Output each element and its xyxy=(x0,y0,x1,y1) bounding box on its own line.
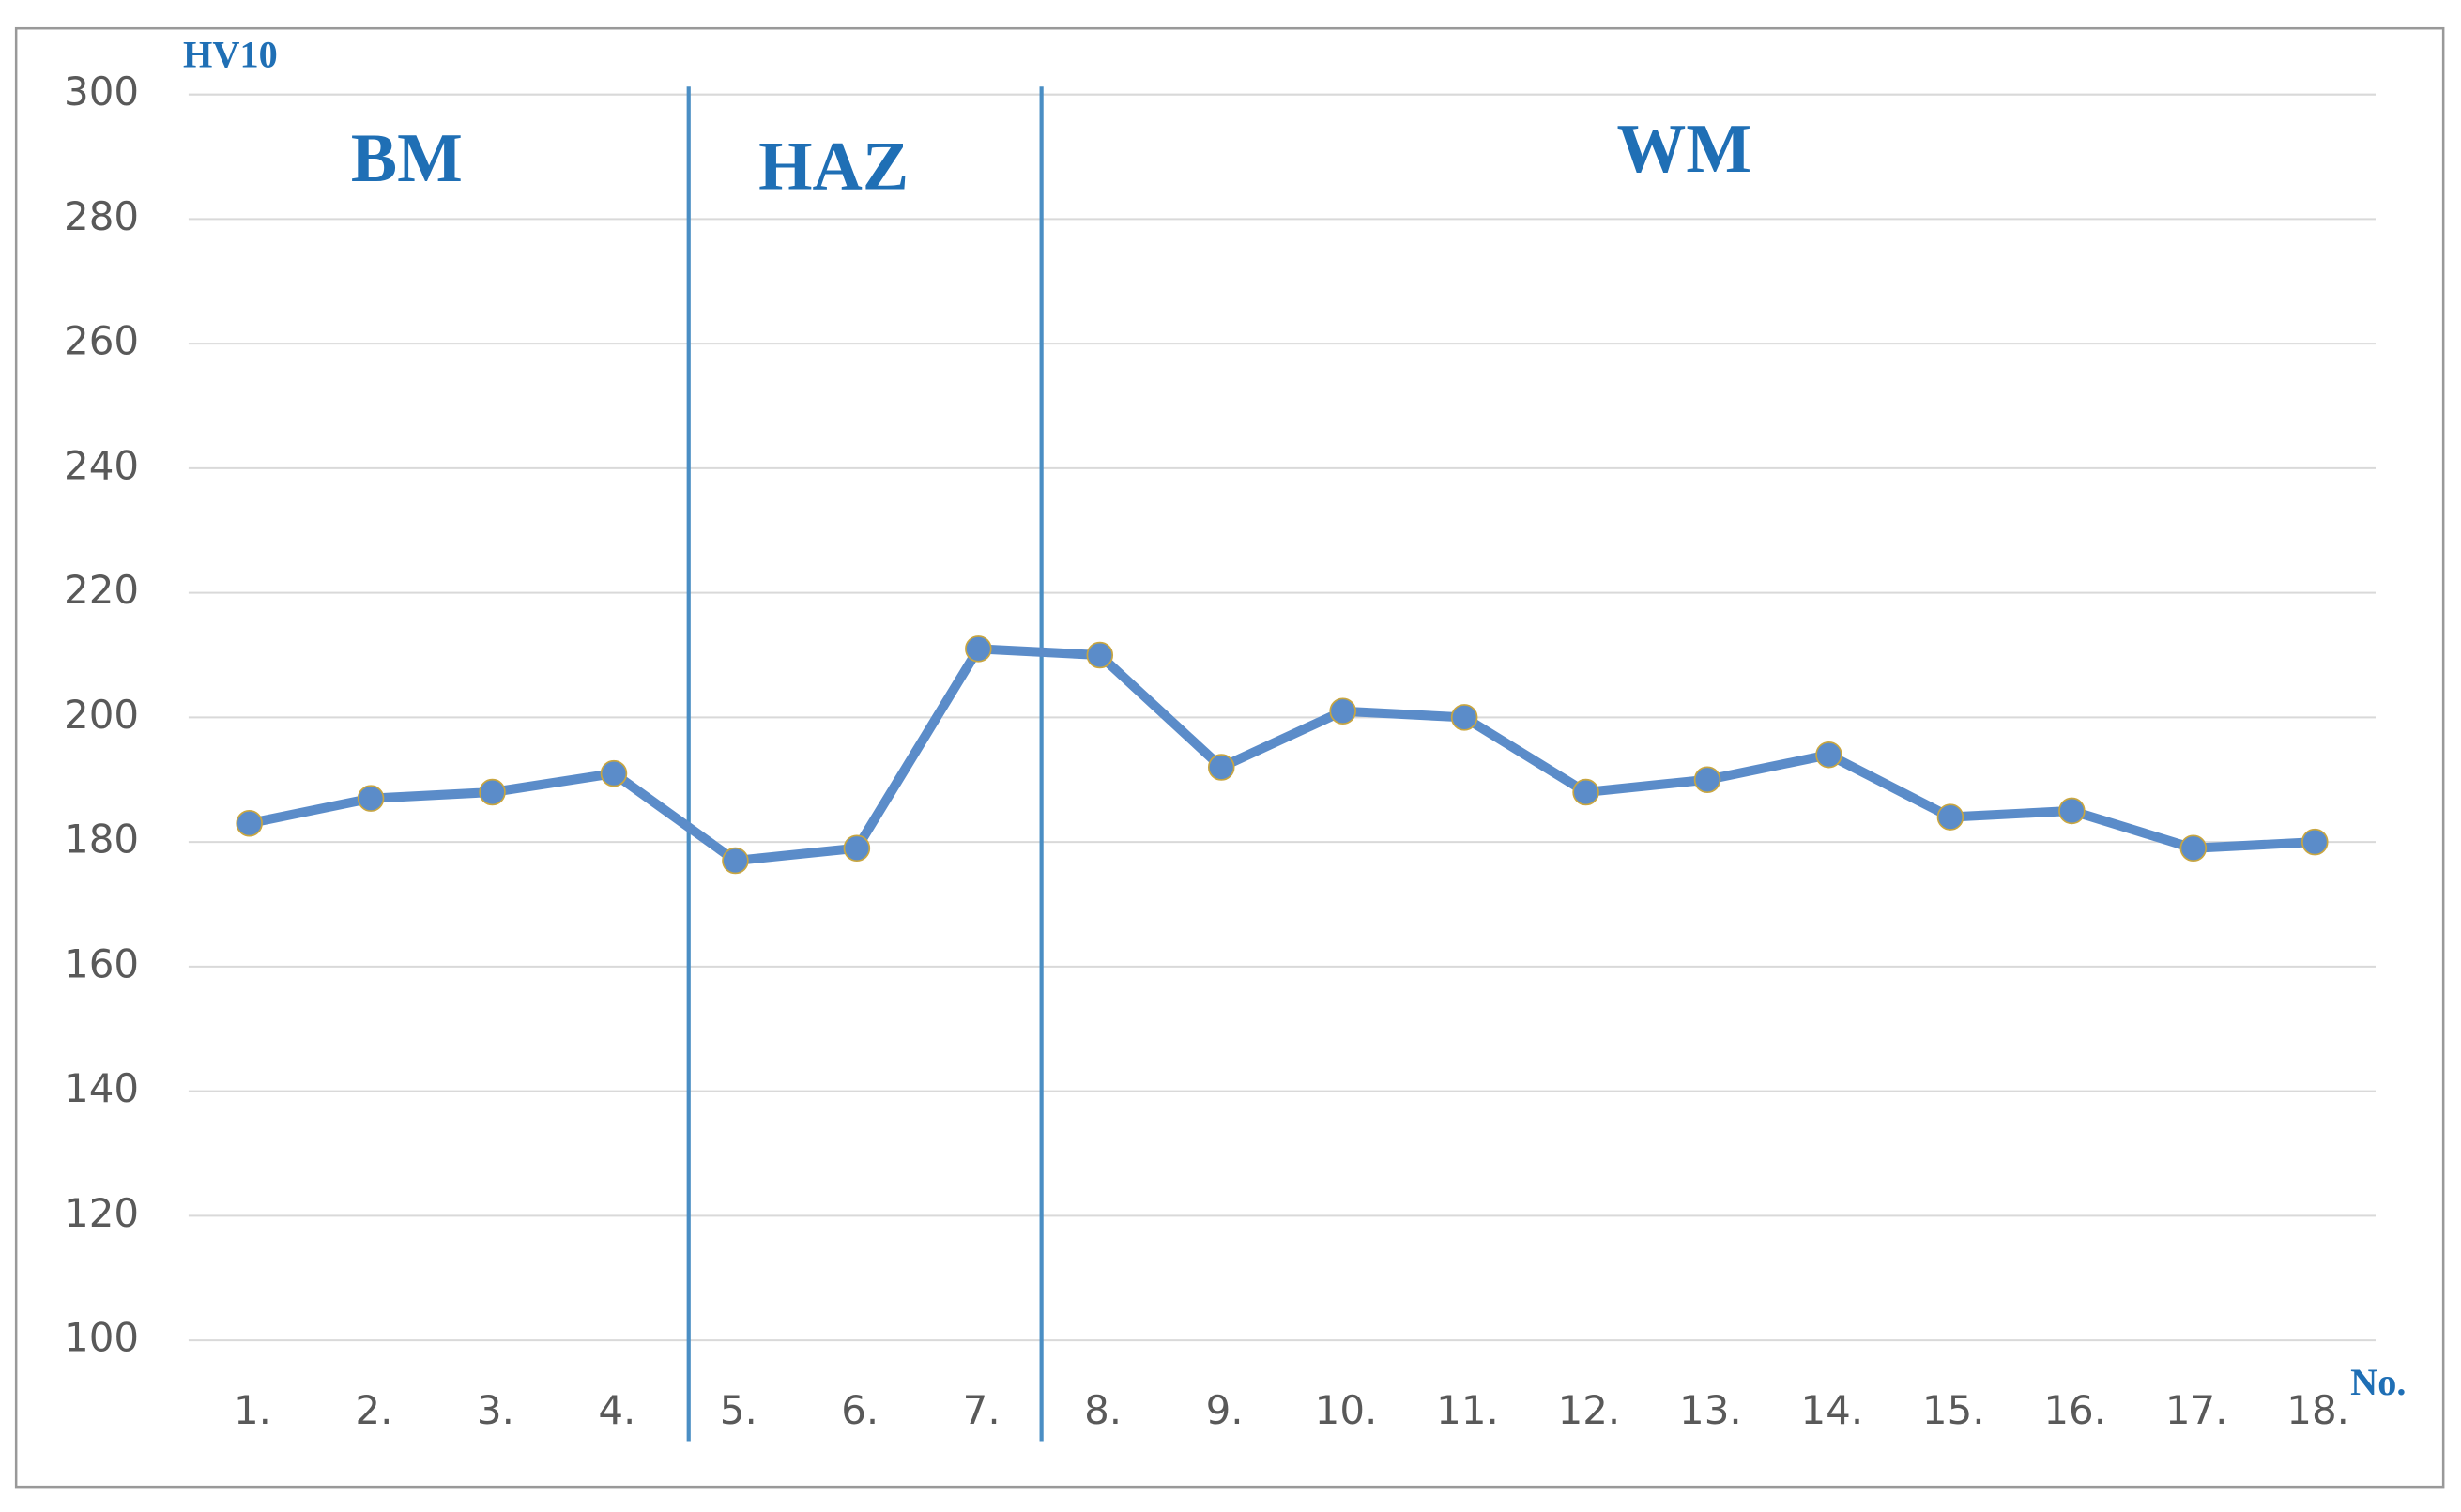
y-tick-label: 180 xyxy=(64,817,139,863)
x-tick-label: 12. xyxy=(1558,1387,1621,1433)
x-tick-label: 6. xyxy=(841,1387,879,1433)
x-tick-label: 14. xyxy=(1800,1387,1863,1433)
x-tick-label: 18. xyxy=(2286,1387,2349,1433)
data-point xyxy=(1936,803,1964,831)
x-tick-label: 3. xyxy=(477,1387,514,1433)
y-tick-label: 120 xyxy=(64,1190,139,1236)
x-axis-label: No. xyxy=(2350,1361,2406,1403)
x-tick-label: 9. xyxy=(1206,1387,1244,1433)
x-tick-label: 8. xyxy=(1084,1387,1122,1433)
y-tick-label: 200 xyxy=(64,692,139,738)
x-tick-label: 11. xyxy=(1436,1387,1499,1433)
x-tick-label: 2. xyxy=(355,1387,392,1433)
y-axis-label: HV10 xyxy=(183,33,278,75)
data-point xyxy=(2058,797,2086,825)
x-tick-label: 7. xyxy=(963,1387,1001,1433)
y-tick-label: 300 xyxy=(64,69,139,115)
data-point xyxy=(843,834,871,863)
data-point xyxy=(1329,697,1356,725)
x-tick-label: 5. xyxy=(720,1387,757,1433)
x-tick-label: 10. xyxy=(1315,1387,1378,1433)
data-point xyxy=(722,847,749,875)
data-point xyxy=(1815,741,1842,769)
y-tick-label: 100 xyxy=(64,1315,139,1361)
region-label: WM xyxy=(1617,110,1752,187)
data-point xyxy=(357,785,385,812)
y-tick-label: 220 xyxy=(64,567,139,613)
x-tick-label: 17. xyxy=(2165,1387,2228,1433)
x-tick-label: 16. xyxy=(2043,1387,2106,1433)
y-tick-label: 240 xyxy=(64,442,139,488)
y-tick-label: 260 xyxy=(64,318,139,364)
region-label: HAZ xyxy=(758,128,909,205)
x-tick-label: 1. xyxy=(234,1387,271,1433)
y-tick-label: 140 xyxy=(64,1065,139,1111)
data-point xyxy=(965,635,992,663)
data-point xyxy=(1572,778,1599,806)
data-point xyxy=(2179,834,2208,863)
data-point xyxy=(2301,828,2329,856)
y-tick-label: 280 xyxy=(64,193,139,239)
data-point xyxy=(600,759,628,787)
data-point xyxy=(1450,704,1478,731)
data-point xyxy=(1207,754,1235,781)
x-tick-label: 15. xyxy=(1922,1387,1985,1433)
x-tick-label: 13. xyxy=(1679,1387,1742,1433)
x-tick-label: 4. xyxy=(598,1387,635,1433)
y-tick-label: 160 xyxy=(64,940,139,986)
data-point xyxy=(479,778,506,806)
data-line xyxy=(248,644,2316,866)
data-point xyxy=(1693,766,1721,794)
data-point xyxy=(236,809,263,837)
region-label: BM xyxy=(351,119,463,196)
data-point xyxy=(1086,641,1114,669)
